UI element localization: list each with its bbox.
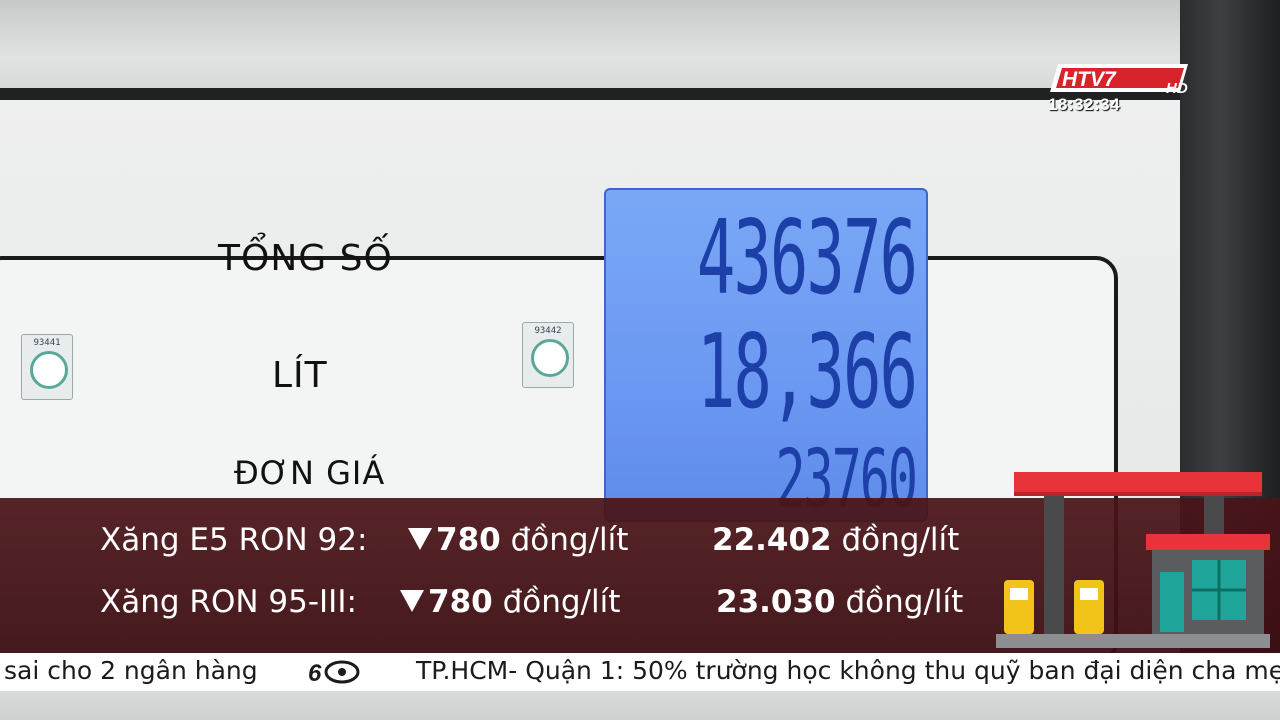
sticker-number: 93441 bbox=[33, 338, 61, 348]
change-unit: đồng/lít bbox=[502, 584, 621, 620]
new-price: 22.402 đồng/lít bbox=[712, 522, 959, 558]
pump-top-stripe bbox=[0, 88, 1190, 102]
ticker-item: sai cho 2 ngân hàng bbox=[4, 656, 258, 685]
fuel-name: Xăng RON 95-III: bbox=[100, 584, 357, 620]
label-unit-price: ĐƠN GIÁ bbox=[234, 454, 386, 492]
price-change: 780 đồng/lít bbox=[400, 584, 620, 620]
fuel-price-row: Xăng RON 95-III: 780 đồng/lít 23.030 đồn… bbox=[0, 574, 1000, 634]
fuel-price-row: Xăng E5 RON 92: 780 đồng/lít 22.402 đồng… bbox=[0, 512, 1000, 572]
price-value: 23.030 bbox=[716, 584, 836, 620]
sticker-number: 93442 bbox=[534, 326, 562, 336]
label-total: TỔNG SỐ bbox=[218, 238, 393, 279]
price-unit: đồng/lít bbox=[845, 584, 964, 620]
down-triangle-icon bbox=[408, 527, 432, 550]
htv-60-logo-icon: 6 bbox=[308, 659, 366, 687]
new-price: 23.030 đồng/lít bbox=[716, 584, 963, 620]
fuel-price-lower-third: Xăng E5 RON 92: 780 đồng/lít 22.402 đồng… bbox=[0, 498, 1280, 653]
news-ticker: sai cho 2 ngân hàng 6 TP.HCM- Quận 1: 50… bbox=[0, 653, 1280, 691]
logo-suffix: HD bbox=[1166, 80, 1188, 96]
seal-icon bbox=[30, 351, 68, 389]
pump-lcd-display: 436376 18,366 23760 bbox=[604, 188, 928, 522]
svg-text:6: 6 bbox=[308, 660, 322, 685]
price-change: 780 đồng/lít bbox=[408, 522, 628, 558]
label-liters: LÍT bbox=[272, 355, 328, 396]
inspection-sticker: 93441 bbox=[21, 334, 73, 400]
inspection-sticker: 93442 bbox=[522, 322, 574, 388]
lcd-liters: 18,366 bbox=[696, 314, 918, 433]
ticker-item: TP.HCM- Quận 1: 50% trường học không thu… bbox=[416, 656, 1280, 685]
gas-station-icon bbox=[996, 468, 1276, 653]
change-unit: đồng/lít bbox=[510, 522, 629, 558]
pump-top-band bbox=[0, 0, 1190, 95]
logo-text: HTV7 bbox=[1062, 68, 1117, 91]
fuel-name: Xăng E5 RON 92: bbox=[100, 522, 368, 558]
broadcast-clock: 18:32:34 bbox=[1048, 95, 1121, 114]
seal-icon bbox=[531, 339, 569, 377]
pump-bottom-band bbox=[0, 691, 1280, 720]
price-value: 22.402 bbox=[712, 522, 832, 558]
down-triangle-icon bbox=[400, 589, 424, 612]
change-value: 780 bbox=[436, 522, 501, 558]
htv7-logo-icon: HTV7 HD bbox=[1048, 60, 1198, 97]
change-value: 780 bbox=[428, 584, 493, 620]
price-unit: đồng/lít bbox=[841, 522, 960, 558]
lcd-total: 436376 bbox=[696, 200, 918, 319]
